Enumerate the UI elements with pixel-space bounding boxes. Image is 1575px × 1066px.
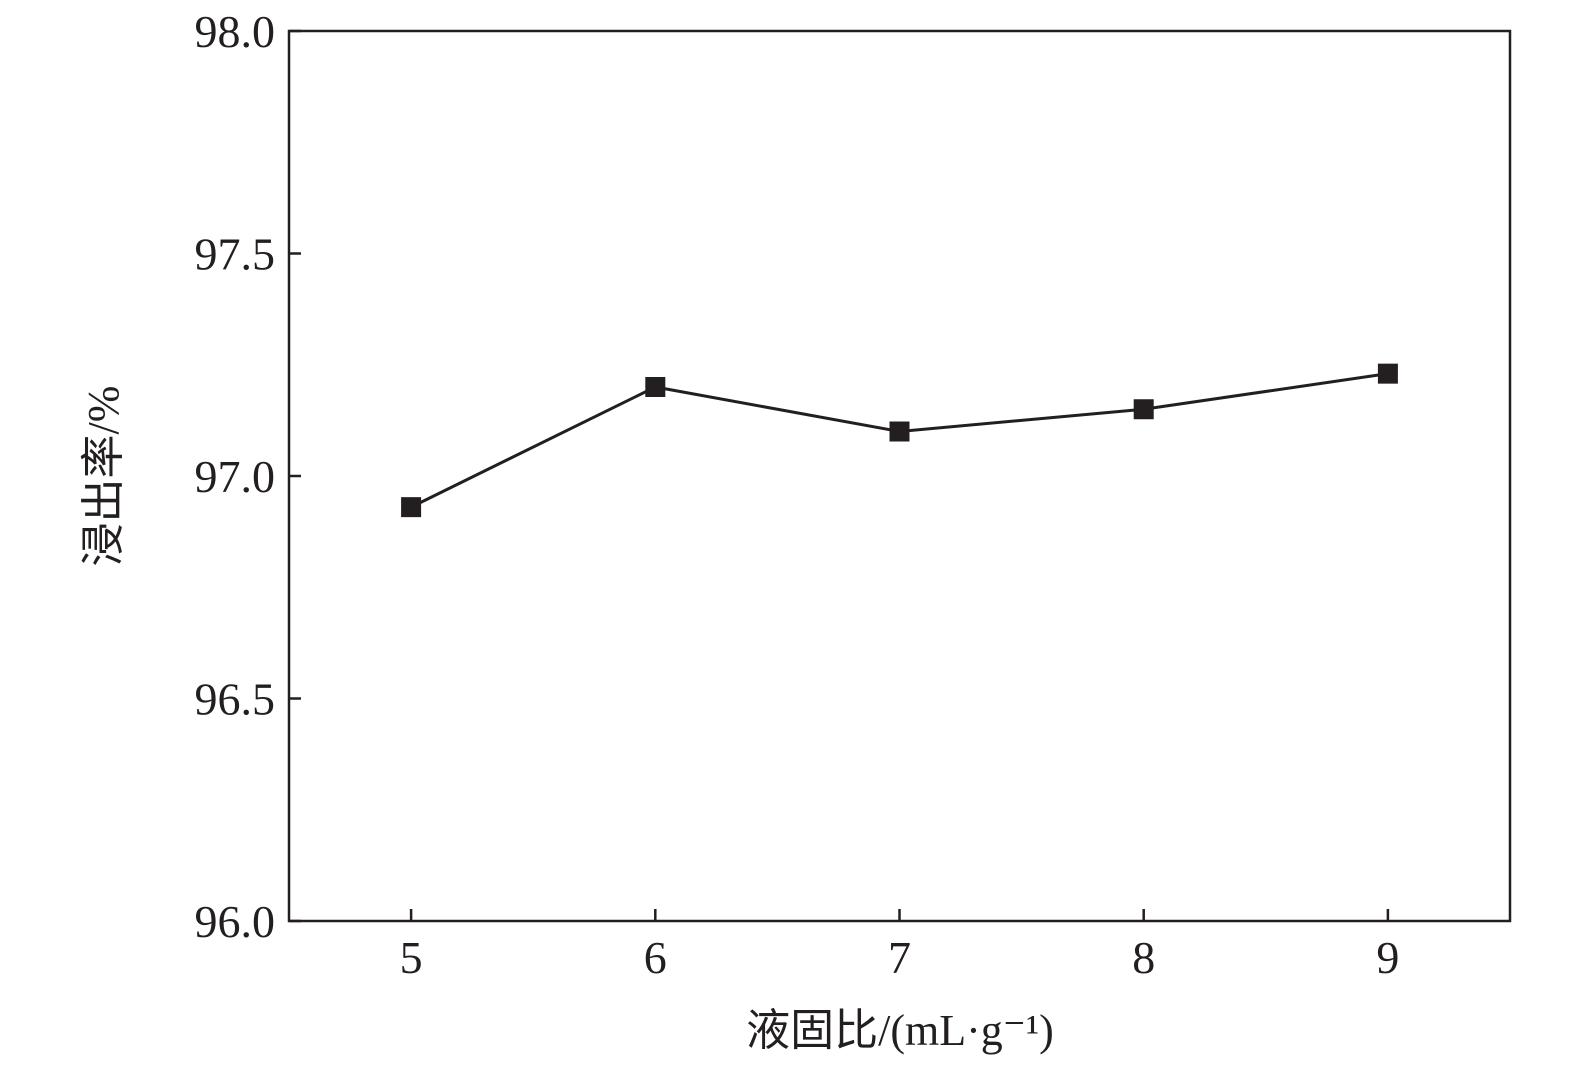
y-tick-label: 98.0 <box>195 6 276 57</box>
x-tick-label: 8 <box>1132 932 1155 983</box>
y-tick-label: 97.5 <box>195 229 276 280</box>
x-tick-label: 6 <box>644 932 667 983</box>
y-axis-label: 浸出率/% <box>79 386 128 567</box>
data-point-marker <box>645 377 666 397</box>
data-point-marker <box>1377 363 1398 384</box>
data-point-marker <box>889 421 910 442</box>
data-point-marker <box>401 497 422 518</box>
y-tick-label: 96.5 <box>195 674 276 725</box>
x-axis-label: 液固比/(mL·g⁻¹) <box>746 1006 1054 1055</box>
x-tick-label: 7 <box>888 932 911 983</box>
data-point-marker <box>1133 399 1154 420</box>
y-tick-label: 96.0 <box>195 896 276 947</box>
x-tick-label: 5 <box>400 932 423 983</box>
x-tick-label: 9 <box>1376 932 1399 983</box>
y-tick-label: 97.0 <box>195 451 276 502</box>
